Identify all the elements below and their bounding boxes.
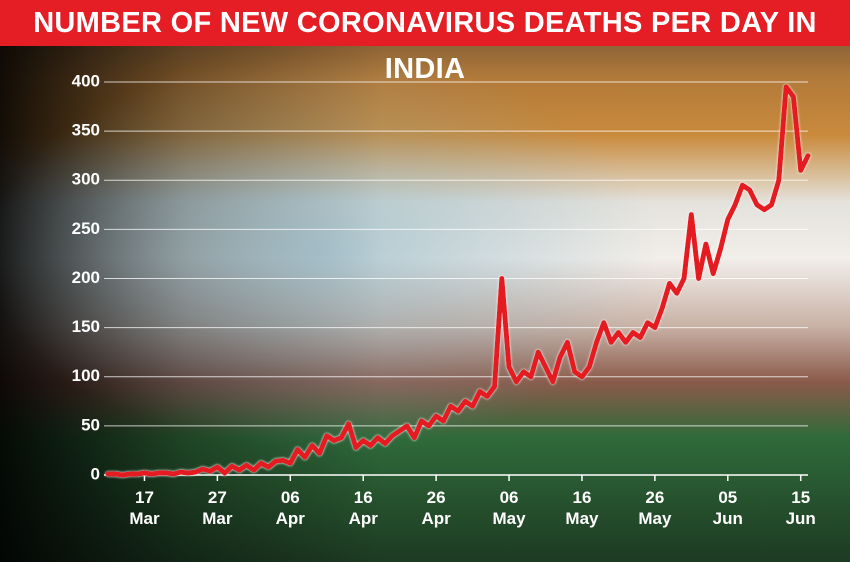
x-tick-label: 26 May bbox=[638, 488, 672, 528]
data-line bbox=[105, 84, 811, 478]
x-tick-label: 17 Mar bbox=[129, 488, 160, 528]
x-tick-label: 06 Apr bbox=[275, 488, 305, 528]
x-tick-label: 15 Jun bbox=[785, 488, 816, 528]
y-tick-label: 250 bbox=[72, 219, 100, 238]
x-tick-label: 26 Apr bbox=[421, 488, 451, 528]
y-tick-label: 400 bbox=[72, 71, 100, 90]
x-tick-label: 05 Jun bbox=[712, 488, 743, 528]
y-tick-label: 50 bbox=[81, 415, 100, 434]
x-tick-label: 27 Mar bbox=[202, 488, 233, 528]
chart-title: NUMBER OF NEW CORONAVIRUS DEATHS PER DAY… bbox=[0, 0, 850, 85]
y-tick-label: 150 bbox=[72, 317, 100, 336]
x-tick-label: 16 May bbox=[565, 488, 599, 528]
y-tick-label: 100 bbox=[72, 366, 100, 385]
y-tick-label: 350 bbox=[72, 121, 100, 140]
y-tick-label: 200 bbox=[72, 268, 100, 287]
y-tick-label: 300 bbox=[72, 170, 100, 189]
y-tick-label: 0 bbox=[91, 464, 100, 483]
x-tick-label: 06 May bbox=[492, 488, 526, 528]
x-tick-label: 16 Apr bbox=[348, 488, 378, 528]
